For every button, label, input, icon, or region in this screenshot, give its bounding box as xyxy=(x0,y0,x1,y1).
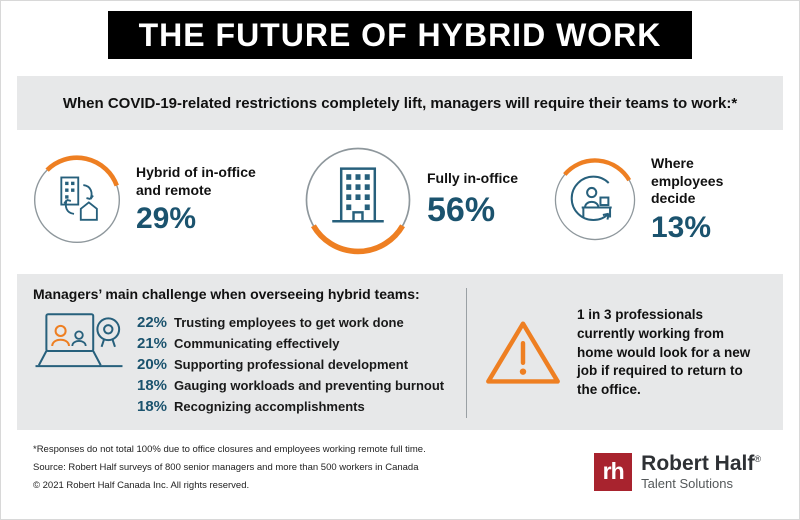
challenges-heading: Managers’ main challenge when overseeing… xyxy=(33,286,420,302)
logo-name-text: Robert Half xyxy=(641,451,755,475)
challenge-label: Trusting employees to get work done xyxy=(174,315,404,330)
stat-employees-decide: Where employees decide 13% xyxy=(552,155,769,245)
vertical-divider xyxy=(466,288,467,418)
challenge-item: 20% Supporting professional development xyxy=(137,354,444,375)
challenge-label: Gauging workloads and preventing burnout xyxy=(174,378,445,393)
logo-name: Robert Half® xyxy=(641,451,761,475)
stat-fully-in-office: Fully in-office 56% xyxy=(302,144,518,256)
challenge-item: 18% Gauging workloads and preventing bur… xyxy=(137,375,444,396)
challenges-left: Managers’ main challenge when overseeing… xyxy=(33,286,454,420)
stats-row: Hybrid of in-office and remote 29% xyxy=(1,130,799,270)
challenge-value: 22% xyxy=(137,314,168,331)
challenges-section: Managers’ main challenge when overseeing… xyxy=(17,274,783,430)
robert-half-logo: rh Robert Half® Talent Solutions xyxy=(594,451,761,491)
footnotes: *Responses do not total 100% due to offi… xyxy=(33,444,426,491)
challenge-label: Supporting professional development xyxy=(174,357,409,372)
stat-value: 29% xyxy=(136,202,197,235)
stat-label: Where employees decide xyxy=(651,155,724,207)
challenge-item: 18% Recognizing accomplishments xyxy=(137,396,444,417)
stat-label: Hybrid of in-office and remote xyxy=(136,164,256,198)
stat-value: 56% xyxy=(427,190,496,229)
video-call-laptop-icon xyxy=(35,313,123,368)
registered-mark: ® xyxy=(754,453,761,464)
intro-band: When COVID-19-related restrictions compl… xyxy=(17,76,783,130)
footnote-responses: *Responses do not total 100% due to offi… xyxy=(33,444,426,455)
footnote-source: Source: Robert Half surveys of 800 senio… xyxy=(33,462,419,473)
footer: *Responses do not total 100% due to offi… xyxy=(33,444,767,491)
challenges-list: 22% Trusting employees to get work done … xyxy=(137,312,444,417)
footnote-copyright: © 2021 Robert Half Canada Inc. All right… xyxy=(33,480,250,491)
office-building-icon xyxy=(305,147,411,255)
challenge-value: 21% xyxy=(137,335,168,352)
stat-label: Fully in-office xyxy=(427,170,518,187)
stat-hybrid: Hybrid of in-office and remote 29% xyxy=(31,154,268,246)
challenge-value: 18% xyxy=(137,398,168,415)
page-title: THE FUTURE OF HYBRID WORK xyxy=(138,16,662,53)
rh-logo-mark: rh xyxy=(594,452,633,491)
logo-tagline: Talent Solutions xyxy=(641,476,733,491)
challenge-value: 18% xyxy=(137,377,168,394)
title-banner: THE FUTURE OF HYBRID WORK xyxy=(108,11,692,59)
challenge-item: 22% Trusting employees to get work done xyxy=(137,312,444,333)
stat-value: 13% xyxy=(651,210,712,244)
challenge-item: 21% Communicating effectively xyxy=(137,333,444,354)
employee-desk-icon xyxy=(554,158,636,241)
challenge-value: 20% xyxy=(137,356,168,373)
challenge-label: Recognizing accomplishments xyxy=(174,399,365,414)
intro-text: When COVID-19-related restrictions compl… xyxy=(62,94,738,112)
callout-section: 1 in 3 professionals currently working f… xyxy=(479,286,769,420)
callout-text: 1 in 3 professionals currently working f… xyxy=(577,306,751,398)
hybrid-buildings-icon xyxy=(33,155,121,244)
challenge-label: Communicating effectively xyxy=(174,336,340,351)
warning-triangle-icon xyxy=(486,321,560,384)
